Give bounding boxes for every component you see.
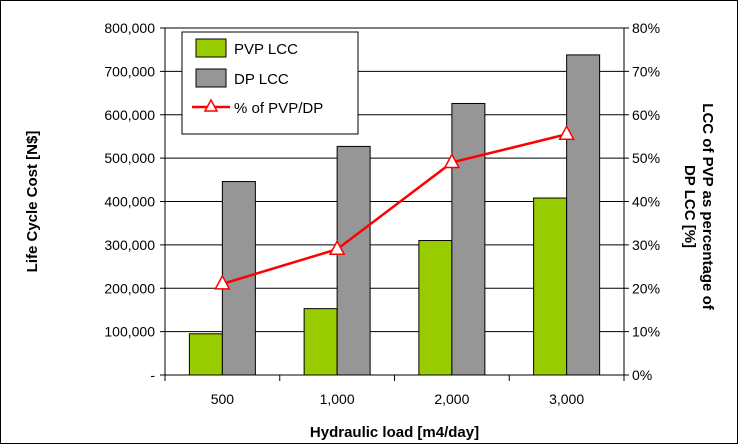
y-tick-label: 800,000 <box>104 20 155 36</box>
y-axis-title: Life Cycle Cost [N$] <box>24 131 41 273</box>
x-axis-title: Hydraulic load [m4/day] <box>310 424 479 441</box>
y2-tick-label: 80% <box>632 20 660 36</box>
percentage-point <box>558 124 575 141</box>
legend-label-percentage: % of PVP/DP <box>234 100 323 117</box>
legend-label-pvp: PVP LCC <box>234 41 298 58</box>
y-tick-label: 600,000 <box>104 107 155 123</box>
x-tick-label: 1,000 <box>320 391 355 407</box>
y2-axis-title-line2: DP LCC [%] <box>681 165 698 248</box>
y2-tick-label: 0% <box>632 367 652 383</box>
y-tick-label: 100,000 <box>104 324 155 340</box>
bar-pvp-lcc <box>188 333 223 376</box>
y2-tick-label: 60% <box>632 107 660 123</box>
x-tick-label: 500 <box>211 391 235 407</box>
percentage-point <box>443 152 461 169</box>
y-tick-label: 700,000 <box>104 63 155 79</box>
bar-dp-lcc <box>451 102 486 376</box>
percentage-line <box>214 124 575 290</box>
bar-dp-lcc <box>336 145 371 376</box>
legend-swatch-pvp <box>195 38 227 58</box>
y2-tick-label: 20% <box>632 280 660 296</box>
bar-pvp-lcc <box>303 308 338 376</box>
x-tick-label: 2,000 <box>434 391 469 407</box>
x-tick-label: 3,000 <box>549 391 584 407</box>
y-tick-label: 300,000 <box>104 237 155 253</box>
bar-pvp-lcc <box>533 197 568 376</box>
y-tick-label: 200,000 <box>104 280 155 296</box>
y2-tick-label: 50% <box>632 150 660 166</box>
axes: - 0% 100,000 10% 200,000 20% 300,000 30% 400,000… <box>104 20 660 407</box>
y-tick-label: - <box>150 367 155 383</box>
legend-label-dp: DP LCC <box>234 71 289 88</box>
legend-swatch-dp <box>195 68 227 88</box>
percentage-point <box>328 239 346 255</box>
percentage-point <box>214 274 231 290</box>
y2-tick-label: 10% <box>632 324 660 340</box>
y-tick-label: 400,000 <box>104 194 155 210</box>
bar-dp-lcc <box>566 54 601 376</box>
legend-marker-triangle <box>203 98 219 112</box>
legend: PVP LCC DP LCC % of PVP/DP <box>181 31 359 135</box>
y-tick-label: 500,000 <box>104 150 155 166</box>
y2-tick-label: 40% <box>632 194 660 210</box>
percentage-series-line <box>222 133 567 286</box>
y2-tick-label: 30% <box>632 237 660 253</box>
y2-axis-title-line1: LCC of PVP as percentage of <box>699 103 716 310</box>
y2-tick-label: 70% <box>632 63 660 79</box>
bar-pvp-lcc <box>418 240 453 376</box>
